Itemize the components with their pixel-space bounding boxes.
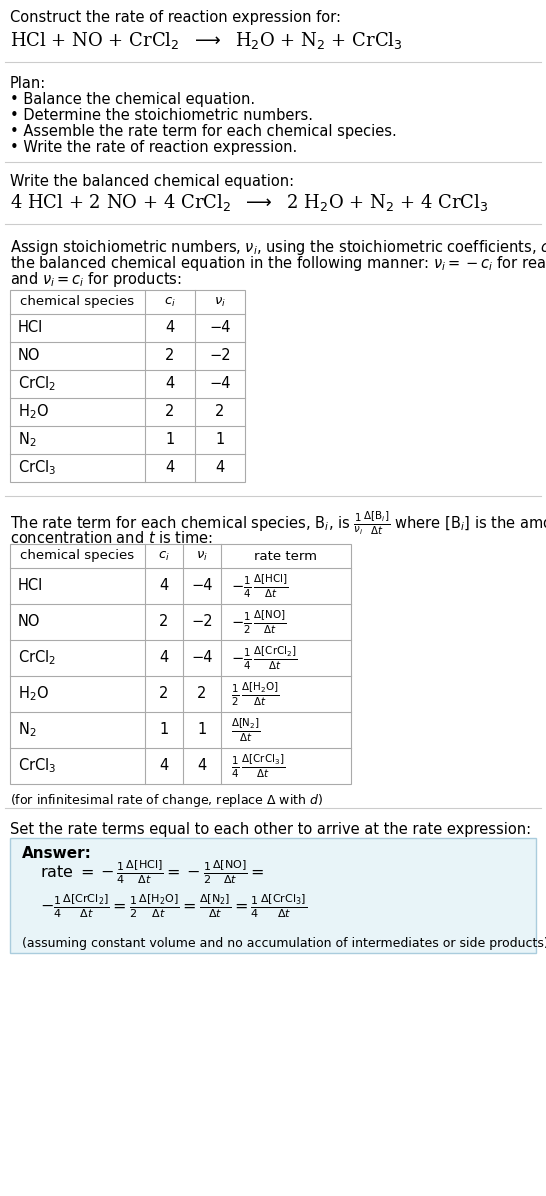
- Text: • Assemble the rate term for each chemical species.: • Assemble the rate term for each chemic…: [10, 124, 397, 139]
- Text: H$_2$O: H$_2$O: [18, 403, 49, 421]
- Text: $-\frac{1}{4}\,\frac{\Delta[\mathrm{HCl}]}{\Delta t}$: $-\frac{1}{4}\,\frac{\Delta[\mathrm{HCl}…: [231, 572, 289, 599]
- Text: NO: NO: [18, 615, 40, 629]
- Text: 4: 4: [159, 651, 169, 665]
- Text: $\frac{\Delta[\mathrm{N_2}]}{\Delta t}$: $\frac{\Delta[\mathrm{N_2}]}{\Delta t}$: [231, 716, 260, 744]
- Text: the balanced chemical equation in the following manner: $\nu_i = -c_i$ for react: the balanced chemical equation in the fo…: [10, 254, 546, 273]
- Text: 4: 4: [165, 321, 175, 336]
- Bar: [10, 289, 245, 482]
- Text: 4 HCl + 2 NO + 4 CrCl$_2$  $\longrightarrow$  2 H$_2$O + N$_2$ + 4 CrCl$_3$: 4 HCl + 2 NO + 4 CrCl$_2$ $\longrightarr…: [10, 193, 489, 213]
- Text: 1: 1: [159, 722, 169, 738]
- Text: 4: 4: [159, 758, 169, 774]
- Text: 1: 1: [197, 722, 206, 738]
- Text: 4: 4: [165, 377, 175, 391]
- Text: NO: NO: [18, 348, 40, 364]
- Text: 2: 2: [197, 687, 207, 702]
- Text: $c_i$: $c_i$: [158, 549, 170, 562]
- Text: Construct the rate of reaction expression for:: Construct the rate of reaction expressio…: [10, 10, 341, 25]
- Text: $-\frac{1}{4}\,\frac{\Delta[\mathrm{CrCl_2}]}{\Delta t}$: $-\frac{1}{4}\,\frac{\Delta[\mathrm{CrCl…: [231, 645, 297, 672]
- Text: Plan:: Plan:: [10, 77, 46, 91]
- Text: Answer:: Answer:: [22, 846, 92, 861]
- Text: Write the balanced chemical equation:: Write the balanced chemical equation:: [10, 173, 294, 189]
- Text: −4: −4: [209, 321, 231, 336]
- Text: (assuming constant volume and no accumulation of intermediates or side products): (assuming constant volume and no accumul…: [22, 936, 546, 950]
- Text: • Determine the stoichiometric numbers.: • Determine the stoichiometric numbers.: [10, 108, 313, 123]
- Text: −2: −2: [209, 348, 231, 364]
- Text: chemical species: chemical species: [20, 549, 134, 562]
- Text: 2: 2: [159, 615, 169, 629]
- Text: CrCl$_2$: CrCl$_2$: [18, 374, 56, 393]
- Text: −2: −2: [191, 615, 213, 629]
- Text: −4: −4: [209, 377, 231, 391]
- Text: HCl: HCl: [18, 579, 43, 593]
- Text: Set the rate terms equal to each other to arrive at the rate expression:: Set the rate terms equal to each other t…: [10, 822, 531, 837]
- Text: chemical species: chemical species: [20, 295, 134, 309]
- Text: rate $= -\frac{1}{4}\frac{\Delta[\mathrm{HCl}]}{\Delta t} = -\frac{1}{2}\frac{\D: rate $= -\frac{1}{4}\frac{\Delta[\mathrm…: [40, 858, 265, 886]
- Bar: [10, 838, 536, 953]
- Text: N$_2$: N$_2$: [18, 721, 37, 739]
- Text: $\frac{1}{4}\,\frac{\Delta[\mathrm{CrCl_3}]}{\Delta t}$: $\frac{1}{4}\,\frac{\Delta[\mathrm{CrCl_…: [231, 752, 285, 780]
- Text: H$_2$O: H$_2$O: [18, 684, 49, 703]
- Text: concentration and $t$ is time:: concentration and $t$ is time:: [10, 530, 213, 547]
- Text: CrCl$_2$: CrCl$_2$: [18, 648, 56, 667]
- Text: 2: 2: [215, 404, 225, 420]
- Bar: [10, 544, 351, 785]
- Text: • Write the rate of reaction expression.: • Write the rate of reaction expression.: [10, 140, 297, 155]
- Text: CrCl$_3$: CrCl$_3$: [18, 458, 56, 477]
- Text: $-\frac{1}{4}\frac{\Delta[\mathrm{CrCl_2}]}{\Delta t} = \frac{1}{2}\frac{\Delta[: $-\frac{1}{4}\frac{\Delta[\mathrm{CrCl_2…: [40, 892, 307, 920]
- Text: −4: −4: [191, 579, 213, 593]
- Text: CrCl$_3$: CrCl$_3$: [18, 757, 56, 775]
- Text: 1: 1: [165, 433, 175, 447]
- Text: HCl + NO + CrCl$_2$  $\longrightarrow$  H$_2$O + N$_2$ + CrCl$_3$: HCl + NO + CrCl$_2$ $\longrightarrow$ H$…: [10, 30, 403, 51]
- Text: $-\frac{1}{2}\,\frac{\Delta[\mathrm{NO}]}{\Delta t}$: $-\frac{1}{2}\,\frac{\Delta[\mathrm{NO}]…: [231, 609, 287, 636]
- Text: HCl: HCl: [18, 321, 43, 336]
- Text: and $\nu_i = c_i$ for products:: and $\nu_i = c_i$ for products:: [10, 270, 182, 289]
- Text: $\nu_i$: $\nu_i$: [214, 295, 226, 309]
- Text: 2: 2: [165, 348, 175, 364]
- Text: 1: 1: [215, 433, 224, 447]
- Text: 4: 4: [165, 460, 175, 476]
- Text: 2: 2: [165, 404, 175, 420]
- Text: $c_i$: $c_i$: [164, 295, 176, 309]
- Text: rate term: rate term: [254, 549, 318, 562]
- Text: • Balance the chemical equation.: • Balance the chemical equation.: [10, 92, 255, 106]
- Text: N$_2$: N$_2$: [18, 431, 37, 450]
- Text: 4: 4: [215, 460, 224, 476]
- Text: (for infinitesimal rate of change, replace Δ with $d$): (for infinitesimal rate of change, repla…: [10, 792, 323, 808]
- Text: 2: 2: [159, 687, 169, 702]
- Text: $\frac{1}{2}\,\frac{\Delta[\mathrm{H_2O}]}{\Delta t}$: $\frac{1}{2}\,\frac{\Delta[\mathrm{H_2O}…: [231, 681, 280, 708]
- Text: $\nu_i$: $\nu_i$: [196, 549, 208, 562]
- Text: Assign stoichiometric numbers, $\nu_i$, using the stoichiometric coefficients, $: Assign stoichiometric numbers, $\nu_i$, …: [10, 238, 546, 257]
- Text: The rate term for each chemical species, B$_i$, is $\frac{1}{\nu_i}\frac{\Delta[: The rate term for each chemical species,…: [10, 509, 546, 537]
- Text: 4: 4: [197, 758, 206, 774]
- Text: −4: −4: [191, 651, 213, 665]
- Text: 4: 4: [159, 579, 169, 593]
